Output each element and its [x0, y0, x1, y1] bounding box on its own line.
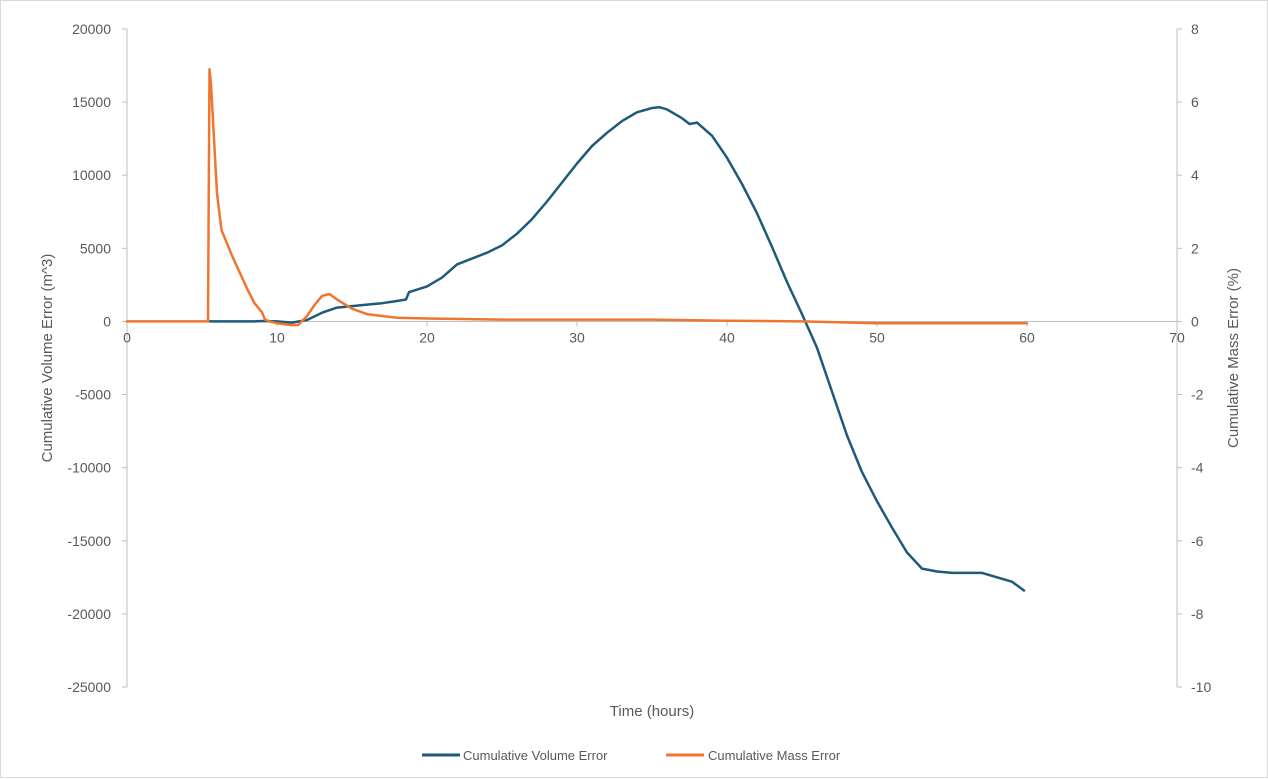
y2-axis-title: Cumulative Mass Error (%) — [1225, 268, 1242, 448]
y2-tick-label: 2 — [1191, 240, 1199, 256]
legend: Cumulative Volume Error Cumulative Mass … — [422, 748, 841, 763]
y-tick-label: 10000 — [72, 167, 111, 183]
ticks-layer: 0 10 20 30 40 50 60 7020000150001000050000-5000… — [67, 21, 1211, 695]
y2-tick-label: 0 — [1191, 313, 1199, 329]
x-tick-label: 20 — [419, 329, 435, 345]
legend-label-mass-error: Cumulative Mass Error — [708, 748, 841, 763]
y-tick-label: -10000 — [67, 460, 111, 476]
x-tick-label: 50 — [869, 329, 885, 345]
y2-tick-label: -10 — [1191, 679, 1211, 695]
x-axis-title: Time (hours) — [610, 703, 694, 720]
y2-tick-label: 6 — [1191, 94, 1199, 110]
y-tick-label: 5000 — [80, 240, 111, 256]
y-tick-label: 15000 — [72, 94, 111, 110]
series-cumulative-mass-error-line — [125, 67, 1029, 327]
y-tick-label: -25000 — [67, 679, 111, 695]
y2-tick-label: -8 — [1191, 606, 1204, 622]
y-tick-label: 20000 — [72, 21, 111, 37]
legend-label-volume-error: Cumulative Volume Error — [463, 748, 608, 763]
y2-tick-label: 8 — [1191, 21, 1199, 37]
y-tick-label: -15000 — [67, 533, 111, 549]
y2-tick-label: 4 — [1191, 167, 1199, 183]
x-tick-label: 70 — [1169, 329, 1185, 345]
series-cumulative-volume-error-line — [208, 105, 1026, 592]
x-tick-label: 60 — [1019, 329, 1035, 345]
y2-tick-label: -4 — [1191, 460, 1204, 476]
series-layer — [125, 67, 1029, 592]
y-tick-label: -20000 — [67, 606, 111, 622]
x-tick-label: 0 — [123, 329, 131, 345]
y-axis-title: Cumulative Volume Error (m^3) — [39, 254, 56, 463]
x-tick-label: 10 — [269, 329, 285, 345]
y-tick-label: 0 — [103, 313, 111, 329]
x-tick-label: 30 — [569, 329, 585, 345]
x-tick-label: 40 — [719, 329, 735, 345]
y-tick-label: -5000 — [75, 387, 111, 403]
y2-tick-label: -2 — [1191, 387, 1204, 403]
y2-tick-label: -6 — [1191, 533, 1204, 549]
